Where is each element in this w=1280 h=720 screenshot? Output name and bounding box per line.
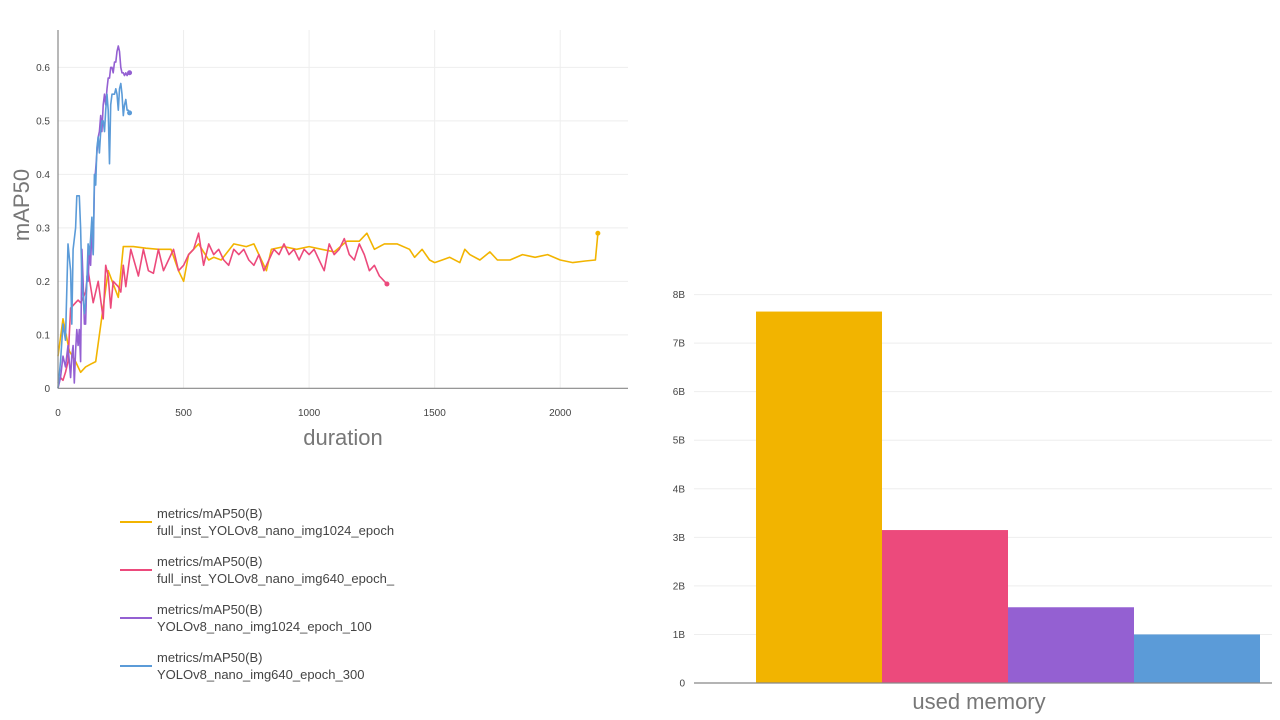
memory-bar-2[interactable] xyxy=(882,530,1008,683)
y-tick-label: 0 xyxy=(44,384,50,395)
y-tick-label: 0.1 xyxy=(36,330,50,341)
series-line-2[interactable] xyxy=(57,232,388,384)
y-tick-label: 0.6 xyxy=(36,63,50,74)
legend-run-name: YOLOv8_nano_img640_epoch_300 xyxy=(157,667,365,682)
x-tick-label: 0 xyxy=(55,408,61,419)
legend-run-name: full_inst_YOLOv8_nano_img640_epoch_ xyxy=(157,571,395,586)
legend-run-name: full_inst_YOLOv8_nano_img1024_epoch xyxy=(157,523,395,538)
x-axis-title: duration xyxy=(303,425,383,450)
series-end-point-1[interactable] xyxy=(595,230,601,236)
memory-bar-4[interactable] xyxy=(1134,634,1260,683)
y-tick-label: 7B xyxy=(673,339,686,350)
x-tick-label: 1500 xyxy=(424,408,447,419)
legend-swatch xyxy=(120,521,152,523)
legend-series-name: metrics/mAP50(B) xyxy=(157,554,263,569)
legend-series-name: metrics/mAP50(B) xyxy=(157,602,263,617)
line-chart-axes: 0 500 1000 1500 2000 0 0.1 0.2 0.3 0.4 0.5 0.6 xyxy=(36,30,628,419)
legend-series-name: metrics/mAP50(B) xyxy=(157,506,263,521)
y-tick-label: 6B xyxy=(673,387,686,398)
legend-item[interactable]: metrics/mAP50(B) YOLOv8_nano_img640_epoc… xyxy=(120,642,394,690)
series-end-point-2[interactable] xyxy=(384,281,390,287)
y-tick-label: 0 xyxy=(679,679,685,690)
y-tick-label: 0.4 xyxy=(36,170,50,181)
y-tick-label: 4B xyxy=(673,484,686,495)
legend-item[interactable]: metrics/mAP50(B) full_inst_YOLOv8_nano_i… xyxy=(120,546,394,594)
legend-item[interactable]: metrics/mAP50(B) YOLOv8_nano_img1024_epo… xyxy=(120,594,394,642)
x-tick-label: 500 xyxy=(175,408,192,419)
x-tick-label: 2000 xyxy=(549,408,572,419)
chart-legend: metrics/mAP50(B) full_inst_YOLOv8_nano_i… xyxy=(120,498,394,690)
y-tick-label: 0.3 xyxy=(36,223,50,234)
memory-bar-1[interactable] xyxy=(756,311,882,683)
x-axis-title: used memory xyxy=(912,689,1045,714)
y-tick-label: 0.5 xyxy=(36,116,50,127)
legend-run-name: YOLOv8_nano_img1024_epoch_100 xyxy=(157,619,372,634)
y-tick-label: 8B xyxy=(673,290,686,301)
line-chart-grid xyxy=(58,30,628,389)
legend-swatch xyxy=(120,569,152,571)
mAP50-line-chart: 0 500 1000 1500 2000 0 0.1 0.2 0.3 0.4 0.5 0.6 dura… xyxy=(9,30,628,450)
memory-bar-3[interactable] xyxy=(1008,607,1134,683)
y-tick-label: 3B xyxy=(673,533,686,544)
series-line-1[interactable] xyxy=(57,232,599,374)
series-line-4[interactable] xyxy=(57,82,131,389)
y-axis-title: mAP50 xyxy=(9,169,34,241)
y-tick-label: 5B xyxy=(673,436,686,447)
bar-chart-bars xyxy=(756,311,1260,683)
legend-swatch xyxy=(120,617,152,619)
y-tick-label: 2B xyxy=(673,581,686,592)
bar-chart-axes: 0 1B 2B 3B 4B 5B 6B 7B 8B xyxy=(673,290,1272,690)
legend-series-name: metrics/mAP50(B) xyxy=(157,650,263,665)
y-tick-label: 0.2 xyxy=(36,277,50,288)
used-memory-bar-chart: 0 1B 2B 3B 4B 5B 6B 7B 8B used memory xyxy=(673,290,1272,714)
x-tick-label: 1000 xyxy=(298,408,321,419)
series-end-point-3[interactable] xyxy=(127,70,133,76)
legend-item[interactable]: metrics/mAP50(B) full_inst_YOLOv8_nano_i… xyxy=(120,498,394,546)
legend-swatch xyxy=(120,665,152,667)
series-end-point-4[interactable] xyxy=(127,110,133,116)
y-tick-label: 1B xyxy=(673,630,686,641)
line-chart-series xyxy=(57,45,601,389)
